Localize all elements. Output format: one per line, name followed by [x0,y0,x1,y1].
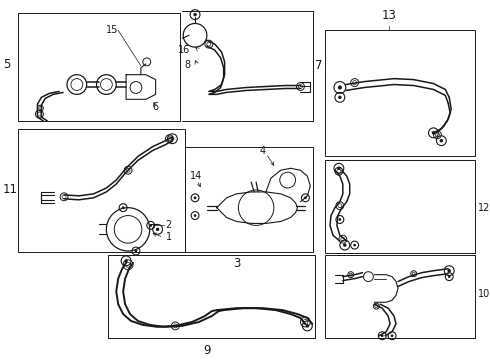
Circle shape [337,167,341,170]
Circle shape [391,334,393,337]
Text: 5: 5 [3,58,10,71]
Circle shape [194,197,196,199]
Bar [325,161,475,253]
Circle shape [135,249,137,252]
Text: 6: 6 [153,102,159,112]
Circle shape [122,206,124,209]
Circle shape [149,224,152,227]
Bar [18,13,180,121]
Text: 3: 3 [233,257,240,270]
Text: 2: 2 [166,220,172,230]
Circle shape [339,218,341,221]
Circle shape [171,137,174,140]
Text: 1: 1 [166,232,171,242]
Bar [325,255,475,338]
Circle shape [381,334,384,337]
Circle shape [432,131,435,135]
Bar [325,30,475,157]
Circle shape [338,96,342,99]
Text: 11: 11 [3,184,18,197]
Circle shape [194,214,196,217]
Circle shape [338,85,342,90]
Bar [108,255,315,338]
Text: 16: 16 [178,45,190,55]
Text: 7: 7 [315,59,323,72]
Circle shape [304,197,307,199]
Circle shape [440,139,443,143]
Circle shape [124,259,128,262]
Circle shape [306,324,309,328]
Text: 12: 12 [478,203,490,213]
Circle shape [448,275,451,278]
Circle shape [447,269,451,273]
Text: 4: 4 [259,145,265,156]
Text: 14: 14 [190,171,202,181]
Text: 9: 9 [203,343,211,357]
Text: 10: 10 [478,289,490,300]
Circle shape [343,243,346,247]
Bar [185,147,313,252]
Circle shape [156,228,159,231]
Text: 15: 15 [106,25,119,35]
Circle shape [353,244,356,247]
Text: 8: 8 [184,60,190,70]
Text: 13: 13 [382,9,396,22]
Bar [18,129,185,252]
Circle shape [194,13,197,16]
